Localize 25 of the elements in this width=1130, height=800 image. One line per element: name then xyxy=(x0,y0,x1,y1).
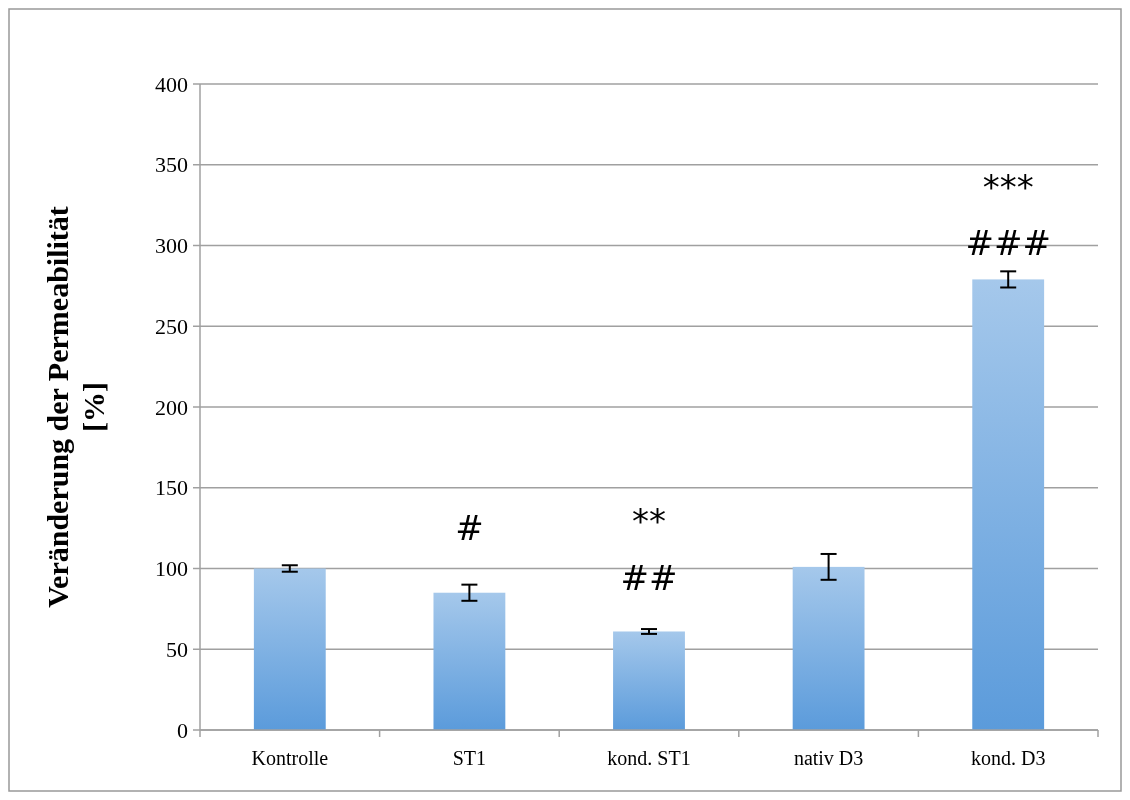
y-axis-title: Veränderung der Permeabilität [%] xyxy=(41,206,110,608)
y-tick-label: 400 xyxy=(155,71,188,97)
x-tick-label: ST1 xyxy=(452,747,487,769)
bar xyxy=(613,631,685,730)
bar xyxy=(253,568,326,730)
y-tick-label: 100 xyxy=(155,556,188,582)
y-tick-label: 150 xyxy=(155,475,188,501)
annotation: ## xyxy=(620,558,678,599)
annotation: ** xyxy=(632,501,666,542)
y-tick-label: 0 xyxy=(177,717,188,743)
x-tick-label: nativ D3 xyxy=(793,747,864,769)
y-tick-label: 200 xyxy=(155,394,188,420)
x-tick-label: Kontrolle xyxy=(251,747,329,769)
x-tick-label: kond. ST1 xyxy=(607,747,691,769)
bar xyxy=(972,279,1045,730)
annotation: ### xyxy=(965,223,1051,264)
x-tick-label: kond. D3 xyxy=(970,747,1046,769)
bar xyxy=(433,592,506,730)
y-tick-label: 250 xyxy=(155,313,188,339)
y-tick-label: 50 xyxy=(166,636,188,662)
annotation: # xyxy=(455,507,484,548)
y-tick-label: 300 xyxy=(155,233,188,259)
bar xyxy=(792,566,865,730)
annotation: *** xyxy=(982,167,1034,208)
y-tick-label: 350 xyxy=(155,152,188,178)
